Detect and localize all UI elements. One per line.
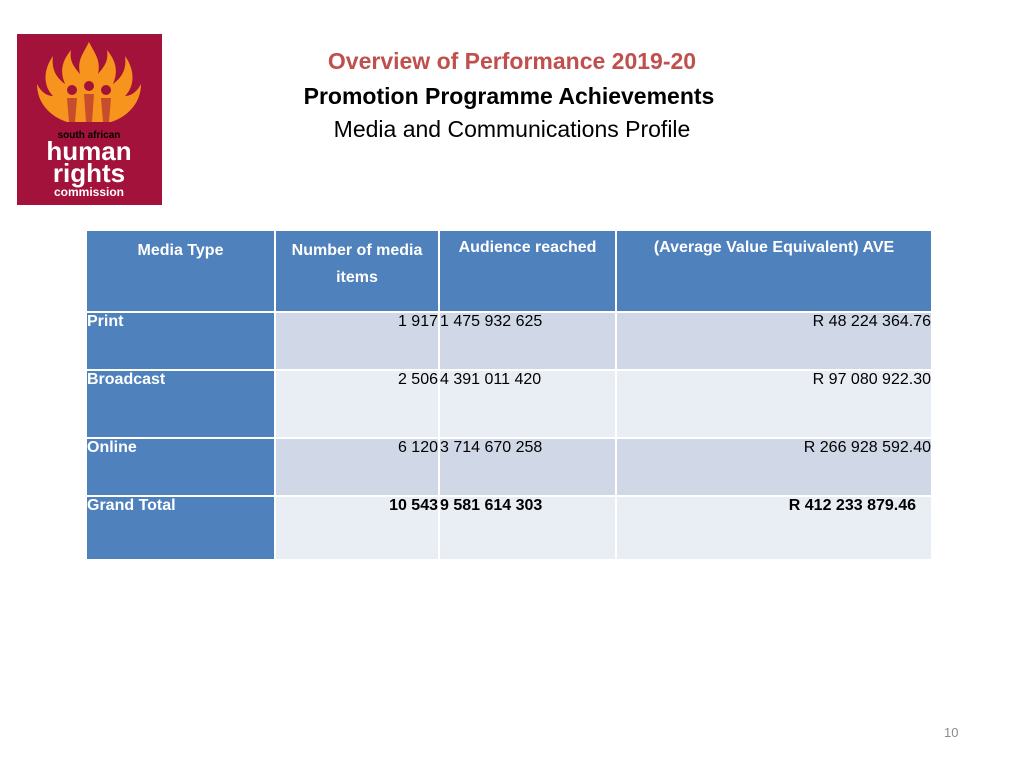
logo-line-4: commission (54, 185, 124, 199)
page-number: 10 (944, 725, 959, 740)
title-profile: Media and Communications Profile (333, 116, 691, 142)
cell-items: 2 506 (274, 369, 440, 439)
cell-items: 6 120 (274, 437, 440, 497)
cell-media-type: Print (85, 311, 276, 371)
table-header-row: Media Type Number of media items Audienc… (85, 229, 933, 313)
cell-ave: R 412 233 879.46 (615, 495, 933, 561)
cell-audience: 9 581 614 303 (438, 495, 617, 561)
cell-items: 10 543 (274, 495, 440, 561)
cell-media-type: Broadcast (85, 369, 276, 439)
media-profile-table: Media Type Number of media items Audienc… (85, 229, 933, 561)
cell-audience: 1 475 932 625 (438, 311, 617, 371)
header-media-type: Media Type (85, 229, 276, 313)
cell-ave: R 97 080 922.30 (615, 369, 933, 439)
logo-line-1: south african (58, 130, 121, 141)
title-overview: Overview of Performance 2019-20 (327, 48, 697, 74)
cell-media-type: Grand Total (85, 495, 276, 561)
cell-ave: R 266 928 592.40 (615, 437, 933, 497)
logo-line-2: human (46, 136, 131, 166)
header-audience: Audience reached (438, 229, 617, 313)
table-row: Online 6 120 3 714 670 258 R 266 928 592… (85, 437, 933, 497)
flame-figures-icon: south african human rights commission (37, 42, 141, 199)
table-row: Print 1 917 1 475 932 625 R 48 224 364.7… (85, 311, 933, 371)
header-number-items: Number of media items (274, 229, 440, 313)
cell-audience: 4 391 011 420 (438, 369, 617, 439)
logo-line-3: rights (53, 158, 125, 188)
table-row-grand-total: Grand Total 10 543 9 581 614 303 R 412 2… (85, 495, 933, 561)
cell-audience: 3 714 670 258 (438, 437, 617, 497)
header-ave: (Average Value Equivalent) AVE (615, 229, 933, 313)
sahrc-logo: south african human rights commission (17, 34, 162, 205)
cell-ave: R 48 224 364.76 (615, 311, 933, 371)
cell-items: 1 917 (274, 311, 440, 371)
title-programme: Promotion Programme Achievements (303, 83, 715, 109)
cell-media-type: Online (85, 437, 276, 497)
table-row: Broadcast 2 506 4 391 011 420 R 97 080 9… (85, 369, 933, 439)
